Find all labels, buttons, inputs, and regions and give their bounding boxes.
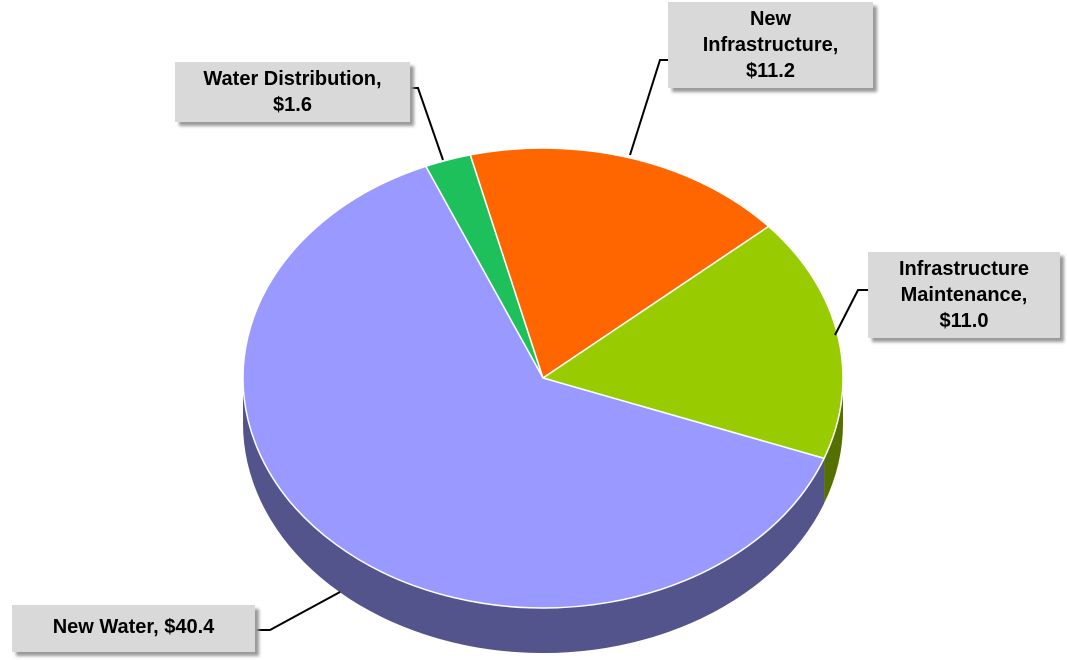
- leader-line: [255, 591, 341, 631]
- slice-side: [242, 378, 825, 654]
- slice-side-shade: [242, 378, 825, 654]
- data-label: Water Distribution, $1.6: [175, 62, 410, 122]
- leader-line: [410, 87, 444, 161]
- slice: [469, 147, 770, 380]
- leader-line: [834, 289, 868, 336]
- leader-line: [629, 59, 668, 156]
- data-label: New Infrastructure, $11.2: [668, 2, 873, 88]
- slice: [242, 165, 826, 609]
- slice-side: [824, 378, 844, 504]
- slice-side-shade: [824, 378, 844, 504]
- slice: [541, 225, 844, 460]
- data-label: New Water, $40.4: [12, 605, 255, 652]
- data-label: Infrastructure Maintenance, $11.0: [868, 252, 1060, 338]
